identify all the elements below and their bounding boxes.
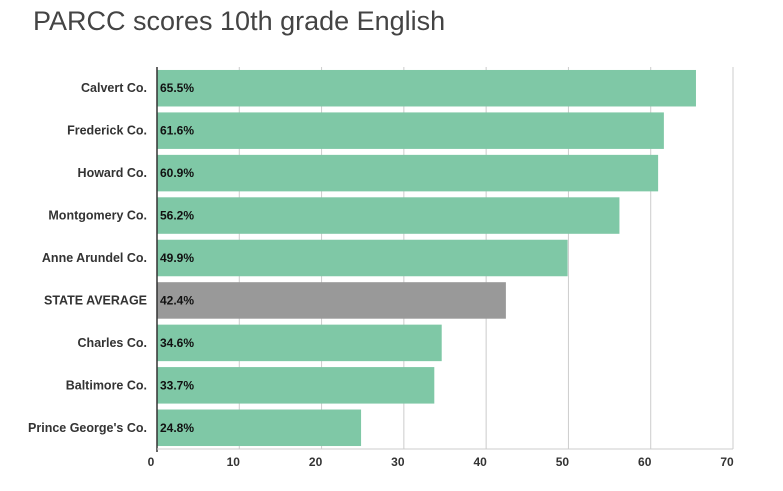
category-label: Montgomery Co.: [48, 209, 147, 223]
category-label: STATE AVERAGE: [44, 293, 147, 307]
bar: [157, 324, 442, 362]
chart-title: PARCC scores 10th grade English: [33, 6, 446, 36]
bars: [157, 69, 696, 447]
category-label: Frederick Co.: [67, 124, 147, 138]
x-tick-label: 10: [227, 455, 241, 469]
category-label: Prince George's Co.: [28, 421, 147, 435]
axes: 0 10 20 30 40 50 60 70 Calvert Co. 65.5% Frederick…: [28, 67, 734, 469]
x-tick-label: 50: [556, 455, 570, 469]
bar: [157, 239, 568, 277]
x-tick-label: 70: [720, 455, 734, 469]
x-tick-label: 20: [309, 455, 323, 469]
bar: [157, 197, 620, 234]
x-tick-label: 60: [638, 455, 652, 469]
bar: [157, 112, 664, 149]
bar: [157, 367, 435, 404]
x-tick-label: 40: [473, 455, 487, 469]
data-label: 60.9%: [160, 166, 194, 180]
category-label: Charles Co.: [78, 336, 147, 350]
data-label: 65.5%: [160, 81, 194, 95]
bar: [157, 282, 506, 319]
bar: [157, 154, 659, 192]
data-label: 56.2%: [160, 209, 194, 223]
x-tick-label: 0: [148, 455, 155, 469]
category-label: Howard Co.: [78, 166, 147, 180]
category-label: Baltimore Co.: [66, 378, 147, 392]
x-tick-label: 30: [391, 455, 405, 469]
data-label: 34.6%: [160, 336, 194, 350]
data-label: 42.4%: [160, 293, 194, 307]
category-label: Anne Arundel Co.: [42, 251, 147, 265]
data-label: 49.9%: [160, 251, 194, 265]
data-label: 61.6%: [160, 124, 194, 138]
bar: [157, 409, 362, 447]
bar: [157, 69, 696, 107]
category-label: Calvert Co.: [81, 81, 147, 95]
data-label: 24.8%: [160, 421, 194, 435]
data-label: 33.7%: [160, 378, 194, 392]
